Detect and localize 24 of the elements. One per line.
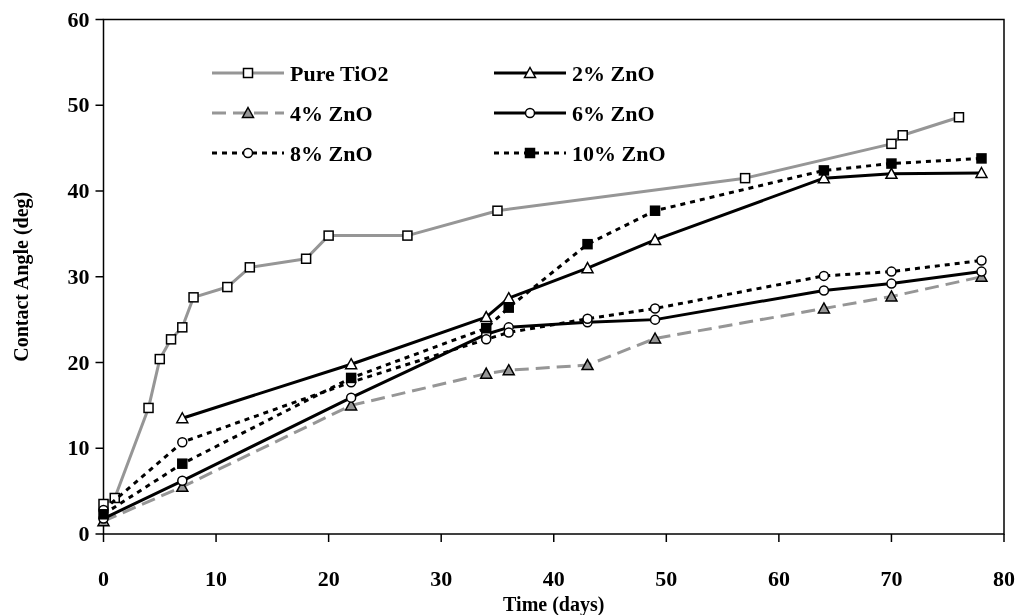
- x-tick-label: 50: [655, 566, 678, 591]
- x-tick-label: 40: [542, 566, 565, 591]
- y-tick-label: 40: [67, 178, 90, 203]
- x-tick-label: 0: [98, 566, 109, 591]
- y-axis-title: Contact Angle (deg): [10, 191, 33, 362]
- x-tick-label: 60: [767, 566, 790, 591]
- y-tick-label: 0: [78, 521, 90, 546]
- x-tick-label: 10: [205, 566, 228, 591]
- legend-label: Pure TiO2: [290, 61, 389, 86]
- legend-label: 4% ZnO: [290, 101, 373, 126]
- legend-label: 8% ZnO: [290, 141, 373, 166]
- x-tick-label: 80: [993, 566, 1015, 591]
- x-tick-label: 70: [880, 566, 903, 591]
- y-tick-label: 50: [67, 92, 90, 118]
- y-tick-label: 60: [67, 6, 90, 32]
- x-tick-label: 20: [317, 566, 340, 591]
- y-tick-label: 10: [67, 435, 90, 461]
- legend-label: 6% ZnO: [572, 101, 655, 126]
- legend-label: 2% ZnO: [572, 61, 655, 86]
- legend-label: 10% ZnO: [572, 141, 666, 166]
- y-tick-label: 20: [67, 349, 90, 375]
- y-tick-label: 30: [67, 263, 90, 289]
- x-axis-title: Time (days): [503, 593, 605, 615]
- x-tick-label: 30: [430, 566, 453, 591]
